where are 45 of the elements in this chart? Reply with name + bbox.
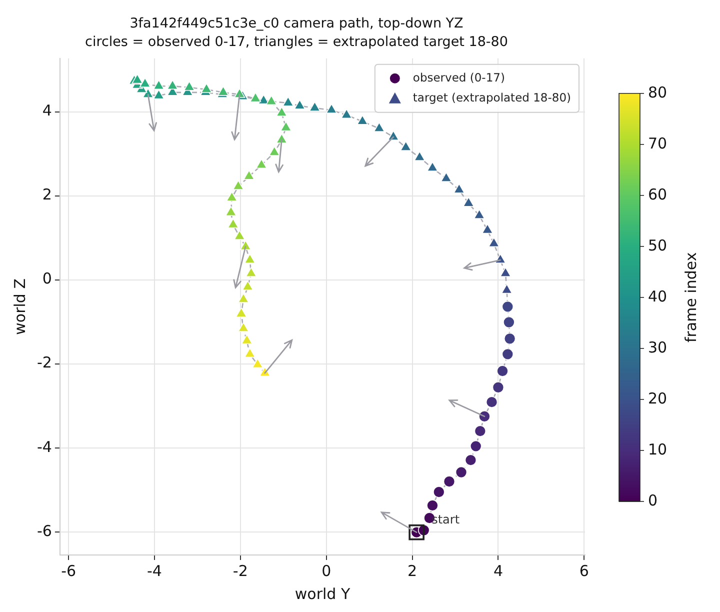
x-tick-label: -2 [232,562,248,580]
point [455,466,468,478]
point [503,316,515,328]
color-bar-label: 80 [648,83,668,102]
point [504,332,516,345]
chart-subtitle: circles = observed 0-17, triangles = extrapolated target 18-80 [85,34,508,50]
legend-label: observed (0-17) [412,70,505,84]
point [426,500,438,512]
annotation: start [432,512,460,526]
x-tick-label: -6 [61,562,76,580]
y-tick-label: -6 [36,522,52,540]
point [474,425,486,437]
point [486,396,498,408]
color-bar-label: 40 [648,287,668,306]
y-tick-label: -2 [36,354,52,372]
point [433,486,445,498]
x-tick-label: 0 [322,562,332,580]
color-bar-title: frame index [682,252,700,343]
point [470,440,482,452]
color-bar-label: 70 [648,134,668,152]
x-tick-label: 6 [579,562,589,580]
color-bar-label: 50 [648,236,668,254]
x-tick-label: -4 [146,562,162,580]
y-tick-label: 4 [42,102,52,120]
point [492,381,504,394]
x-tick-label: 4 [493,562,503,580]
y-tick-label: 2 [42,186,52,204]
color-bar-label: 10 [648,440,668,458]
point [502,348,514,360]
color-bar-label: 20 [648,389,668,408]
point [443,476,456,488]
color-bar-label: 0 [648,491,658,510]
x-tick-label: 2 [408,562,418,580]
point [478,410,490,422]
legend-label: target (extrapolated 18-80) [412,90,571,104]
x-axis-title: world Y [294,584,351,603]
point [502,300,514,313]
color-bar-label: 60 [648,185,668,204]
y-tick-label: 0 [42,270,52,288]
color-bar-label: 30 [648,338,668,356]
point [496,365,508,377]
y-tick-label: -4 [36,438,52,456]
chart-title: 3fa142f449c51c3e_c0 camera path, top-down YZ [130,16,464,32]
point [464,454,477,466]
y-axis-title: world Z [10,278,29,335]
